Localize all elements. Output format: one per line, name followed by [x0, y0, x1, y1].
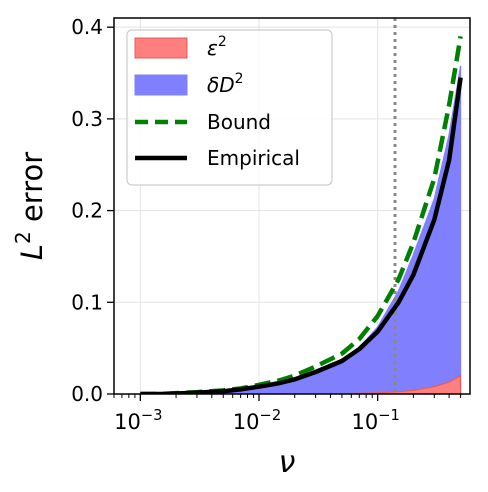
x-tick-label: 10−2 [233, 407, 281, 434]
y-tick-label: 0.2 [71, 199, 103, 223]
y-axis-title-rest: error [15, 152, 49, 232]
lines [140, 35, 463, 394]
series-line-empirical [140, 77, 463, 394]
legend-label-sup: 2 [218, 34, 227, 50]
legend-label: ε2 [207, 34, 227, 60]
x-tick-label-base: 10 [351, 410, 378, 434]
legend-label-sup: 2 [235, 71, 244, 87]
x-tick-label-base: 10 [233, 410, 260, 434]
series-area-epsilon2 [140, 374, 462, 394]
y-axis-title-sup: 2 [11, 231, 35, 244]
legend-swatch-delta-d2 [134, 74, 188, 96]
axis-titles: ν L2 error [11, 152, 296, 480]
x-tick-label-base: 10 [114, 410, 141, 434]
ticks: 10−3 10−2 10−10.00.10.20.30.4 [71, 15, 462, 434]
legend-label-base: ε [207, 36, 218, 60]
y-axis-title-base: L [15, 244, 49, 260]
plot-frame [113, 17, 471, 395]
legend-box [126, 29, 333, 186]
x-tick-label: 10−3 [114, 407, 162, 434]
y-tick-label: 0.3 [71, 107, 103, 131]
y-tick-label: 0.1 [71, 290, 103, 314]
legend-label: Bound [207, 110, 271, 134]
x-axis-title: ν [279, 445, 296, 480]
y-tick-label: 0.0 [71, 382, 103, 406]
y-tick-label: 0.4 [71, 15, 103, 39]
x-tick-label: 10−1 [351, 407, 399, 434]
y-axis-title: L2 error [11, 152, 49, 260]
x-tick-label-sup: −2 [260, 407, 282, 424]
legend-label: δD2 [207, 71, 244, 97]
y-axis-title-group: L2 error [11, 152, 49, 260]
legend-swatch-epsilon2 [134, 37, 188, 59]
legend-label-base: δD [207, 73, 235, 97]
legend-label: Empirical [207, 146, 300, 170]
x-tick-label-sup: −1 [378, 407, 400, 424]
x-tick-label-sup: −3 [141, 407, 163, 424]
